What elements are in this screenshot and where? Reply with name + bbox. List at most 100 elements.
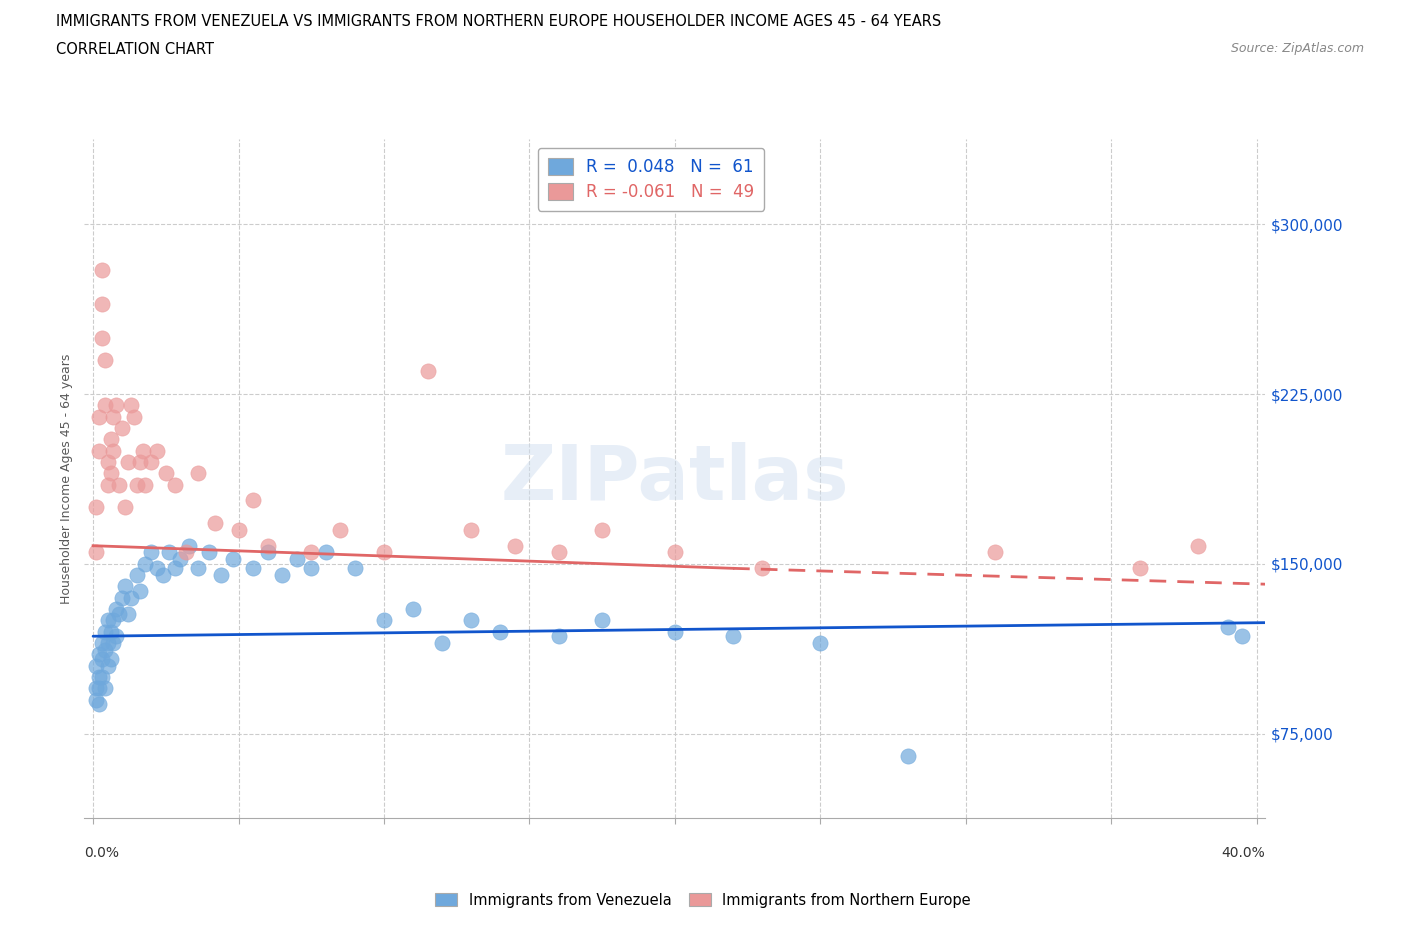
Point bbox=[97, 613, 120, 628]
Point bbox=[591, 523, 613, 538]
Point bbox=[97, 658, 120, 673]
Point bbox=[87, 647, 110, 662]
Point bbox=[108, 477, 131, 492]
Point bbox=[84, 499, 107, 514]
Point bbox=[87, 444, 110, 458]
Point bbox=[256, 545, 278, 560]
Point bbox=[117, 606, 139, 621]
Point bbox=[97, 455, 120, 470]
Point bbox=[489, 624, 512, 639]
Point bbox=[90, 296, 112, 311]
Point bbox=[664, 624, 686, 639]
Point bbox=[84, 545, 107, 560]
Point bbox=[402, 602, 425, 617]
Point bbox=[103, 444, 125, 458]
Point bbox=[664, 545, 686, 560]
Point bbox=[430, 635, 453, 650]
Point bbox=[187, 561, 209, 576]
Point bbox=[120, 591, 142, 605]
Point bbox=[90, 330, 112, 345]
Point bbox=[808, 635, 831, 650]
Point bbox=[117, 455, 139, 470]
Point bbox=[90, 262, 112, 277]
Point bbox=[97, 635, 120, 650]
Point bbox=[591, 613, 613, 628]
Text: 40.0%: 40.0% bbox=[1222, 846, 1265, 860]
Point bbox=[198, 545, 221, 560]
Point bbox=[84, 658, 107, 673]
Point bbox=[111, 591, 134, 605]
Point bbox=[134, 477, 156, 492]
Point bbox=[155, 466, 177, 481]
Point bbox=[87, 409, 110, 424]
Point bbox=[93, 643, 115, 658]
Point bbox=[1230, 629, 1253, 644]
Point bbox=[87, 697, 110, 711]
Point bbox=[100, 624, 122, 639]
Point bbox=[141, 545, 163, 560]
Text: 0.0%: 0.0% bbox=[84, 846, 120, 860]
Point bbox=[146, 561, 169, 576]
Point bbox=[90, 670, 112, 684]
Point bbox=[157, 545, 180, 560]
Text: Source: ZipAtlas.com: Source: ZipAtlas.com bbox=[1230, 42, 1364, 55]
Text: IMMIGRANTS FROM VENEZUELA VS IMMIGRANTS FROM NORTHERN EUROPE HOUSEHOLDER INCOME : IMMIGRANTS FROM VENEZUELA VS IMMIGRANTS … bbox=[56, 14, 942, 29]
Point bbox=[416, 364, 439, 379]
Point bbox=[84, 681, 107, 696]
Legend: Immigrants from Venezuela, Immigrants from Northern Europe: Immigrants from Venezuela, Immigrants fr… bbox=[429, 886, 977, 913]
Point bbox=[134, 556, 156, 571]
Point bbox=[187, 466, 209, 481]
Point bbox=[84, 692, 107, 707]
Point bbox=[125, 477, 148, 492]
Point bbox=[114, 499, 136, 514]
Point bbox=[141, 455, 163, 470]
Point bbox=[100, 466, 122, 481]
Point bbox=[373, 545, 395, 560]
Point bbox=[897, 749, 920, 764]
Point bbox=[105, 629, 128, 644]
Point bbox=[373, 613, 395, 628]
Point bbox=[131, 444, 153, 458]
Point bbox=[209, 567, 232, 582]
Point bbox=[174, 545, 197, 560]
Point bbox=[146, 444, 169, 458]
Text: CORRELATION CHART: CORRELATION CHART bbox=[56, 42, 214, 57]
Point bbox=[256, 538, 278, 553]
Point bbox=[228, 523, 250, 538]
Point bbox=[299, 561, 322, 576]
Text: ZIPatlas: ZIPatlas bbox=[501, 442, 849, 516]
Point bbox=[105, 602, 128, 617]
Point bbox=[105, 398, 128, 413]
Legend: R =  0.048   N =  61, R = -0.061   N =  49: R = 0.048 N = 61, R = -0.061 N = 49 bbox=[538, 148, 765, 211]
Point bbox=[163, 561, 186, 576]
Point bbox=[1187, 538, 1209, 553]
Point bbox=[128, 455, 150, 470]
Point bbox=[1129, 561, 1152, 576]
Point bbox=[100, 651, 122, 666]
Point bbox=[93, 398, 115, 413]
Point bbox=[329, 523, 352, 538]
Point bbox=[1216, 619, 1239, 634]
Point bbox=[103, 613, 125, 628]
Point bbox=[285, 551, 308, 566]
Point bbox=[984, 545, 1007, 560]
Point bbox=[204, 515, 226, 530]
Point bbox=[93, 681, 115, 696]
Point bbox=[503, 538, 526, 553]
Point bbox=[343, 561, 366, 576]
Point bbox=[315, 545, 337, 560]
Point bbox=[460, 523, 482, 538]
Point bbox=[111, 420, 134, 435]
Y-axis label: Householder Income Ages 45 - 64 years: Householder Income Ages 45 - 64 years bbox=[59, 353, 73, 604]
Point bbox=[87, 670, 110, 684]
Point bbox=[128, 583, 150, 598]
Point bbox=[177, 538, 200, 553]
Point bbox=[163, 477, 186, 492]
Point bbox=[547, 545, 569, 560]
Point bbox=[93, 352, 115, 367]
Point bbox=[108, 606, 131, 621]
Point bbox=[93, 624, 115, 639]
Point bbox=[122, 409, 145, 424]
Point bbox=[271, 567, 294, 582]
Point bbox=[87, 681, 110, 696]
